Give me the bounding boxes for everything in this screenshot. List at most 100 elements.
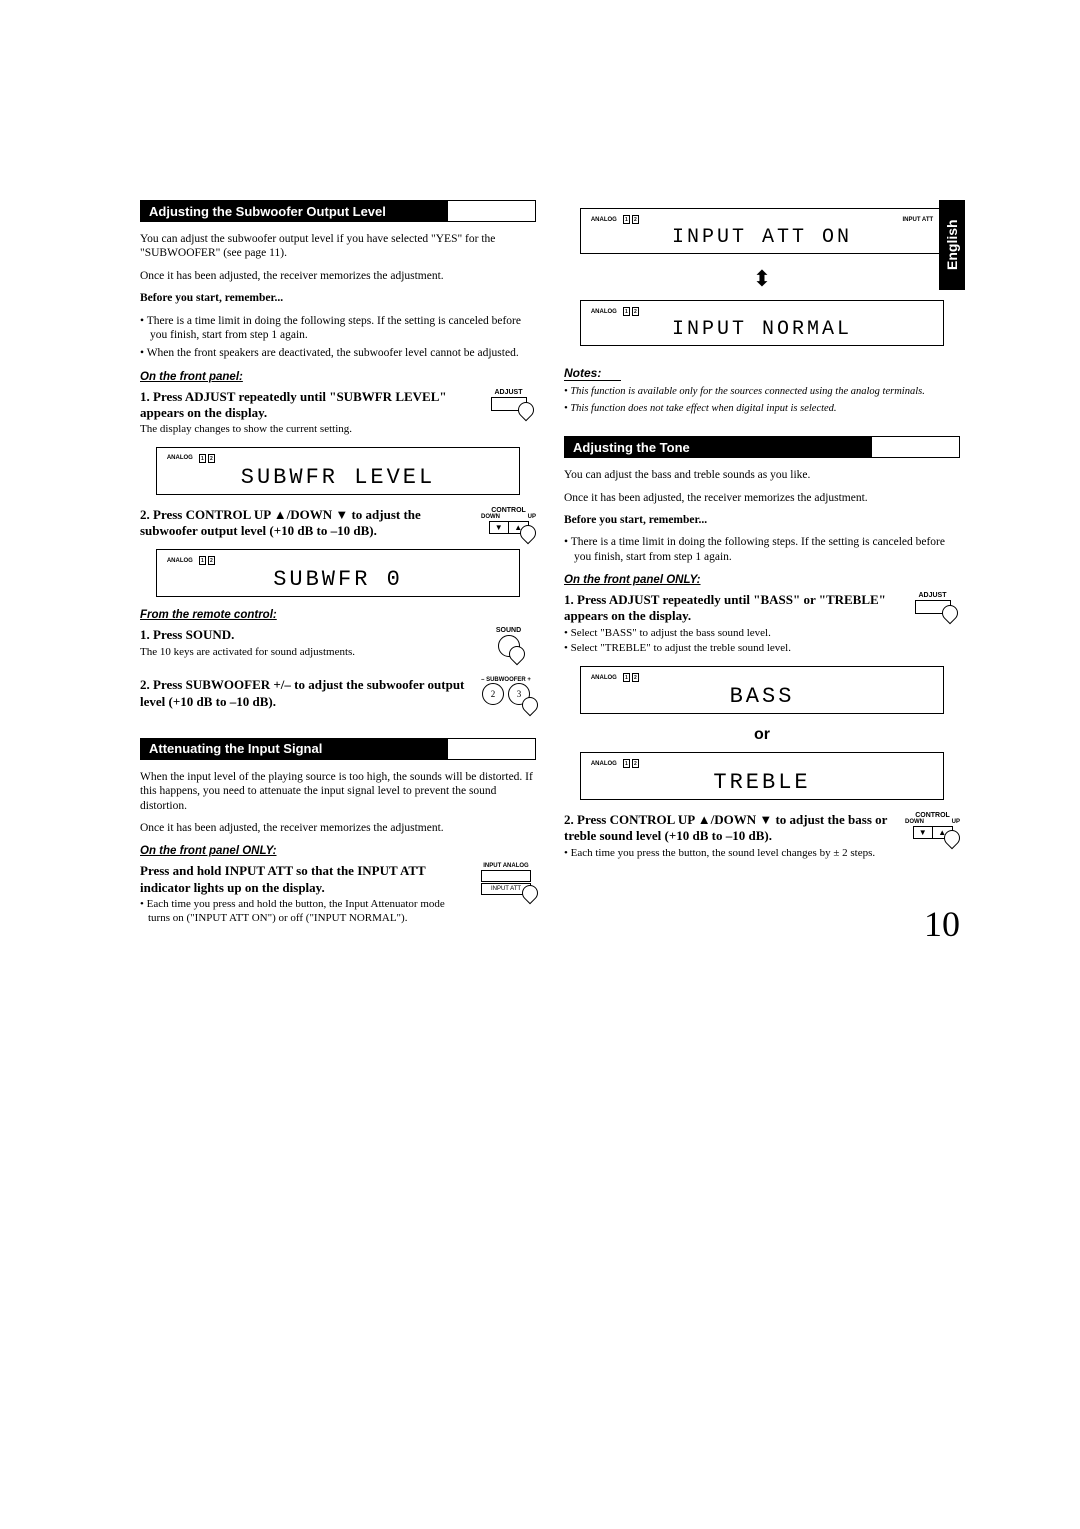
adjust-button-art: ADJUST: [481, 389, 536, 437]
step-row: 1. Press ADJUST repeatedly until "BASS" …: [564, 592, 960, 656]
lcd-text: BASS: [591, 684, 933, 709]
step-bullet: • Select "TREBLE" to adjust the treble s…: [564, 642, 895, 656]
step-text: 2. Press CONTROL UP ▲/DOWN ▼ to adjust t…: [140, 507, 471, 540]
remember-list: • There is a time limit in doing the fol…: [140, 314, 536, 361]
notes-section: Notes: • This function is available only…: [564, 366, 960, 415]
front-panel-only-head: On the front panel ONLY:: [564, 574, 960, 586]
list-item: • When the front speakers are deactivate…: [140, 346, 536, 360]
lcd-display: ANALOG 12 TREBLE: [580, 752, 944, 800]
lcd-display: ANALOG 12 SUBWFR 0: [156, 549, 520, 597]
input-att-icon: INPUT ATT: [481, 883, 531, 895]
step-text: 1. Press SOUND. The 10 keys are activate…: [140, 627, 471, 659]
adjust-button-icon: [915, 600, 951, 614]
step-bullet: • Each time you press the button, the so…: [564, 847, 895, 861]
right-column: ANALOG 12 INPUT ATT INPUT ATT ON ⬍ ANALO…: [564, 200, 960, 935]
lcd-display: ANALOG 12 BASS: [580, 666, 944, 714]
intro-text: Once it has been adjusted, the receiver …: [140, 821, 536, 835]
section-title: Adjusting the Tone: [565, 437, 872, 457]
spk-icons: 12: [199, 556, 215, 565]
page-number: 10: [924, 903, 960, 945]
intro-text: Once it has been adjusted, the receiver …: [140, 269, 536, 283]
step-bullet: • Each time you press and hold the butto…: [140, 898, 466, 926]
page-columns: Adjusting the Subwoofer Output Level You…: [140, 200, 960, 935]
subwoofer-button-art: – SUBWOOFER + 2 3: [476, 677, 536, 710]
adjust-button-art: ADJUST: [905, 592, 960, 656]
control-button-icon: ▼▲: [913, 826, 953, 839]
display-indicators: ANALOG 12: [591, 307, 933, 316]
step-row: 1. Press ADJUST repeatedly until "SUBWFR…: [140, 389, 536, 437]
list-item: • There is a time limit in doing the fol…: [564, 535, 960, 564]
intro-text: When the input level of the playing sour…: [140, 770, 536, 813]
intro-text: Once it has been adjusted, the receiver …: [564, 491, 960, 505]
list-item: • There is a time limit in doing the fol…: [140, 314, 536, 343]
lcd-text: INPUT NORMAL: [591, 318, 933, 341]
control-label: CONTROL: [905, 812, 960, 819]
intro-text: You can adjust the subwoofer output leve…: [140, 232, 536, 261]
section-header: Adjusting the Tone: [564, 436, 960, 458]
updown-arrow-icon: ⬍: [564, 266, 960, 292]
spk-icons: 12: [623, 307, 639, 316]
section-header: Adjusting the Subwoofer Output Level: [140, 200, 536, 222]
adjust-label: ADJUST: [905, 592, 960, 599]
control-label: CONTROL: [481, 507, 536, 514]
spk-icons: 12: [199, 454, 215, 463]
step-text: 2. Press SUBWOOFER +/– to adjust the sub…: [140, 677, 466, 710]
step-sub: The 10 keys are activated for sound adju…: [140, 646, 471, 660]
sound-label: SOUND: [481, 627, 536, 634]
lcd-text: SUBWFR 0: [167, 567, 509, 592]
list-item: • This function does not take effect whe…: [564, 402, 960, 416]
display-indicators: ANALOG 12: [591, 759, 933, 768]
subwoofer-buttons-icon: 2 3: [476, 683, 536, 705]
input-analog-icon: [481, 870, 531, 882]
section-title: Attenuating the Input Signal: [141, 739, 448, 759]
lcd-display: ANALOG 12 SUBWFR LEVEL: [156, 447, 520, 495]
step-row: 2. Press CONTROL UP ▲/DOWN ▼ to adjust t…: [140, 507, 536, 540]
step-row: 2. Press CONTROL UP ▲/DOWN ▼ to adjust t…: [564, 812, 960, 860]
remember-head: Before you start, remember...: [140, 291, 536, 305]
sound-button-art: SOUND: [481, 627, 536, 659]
section-header: Attenuating the Input Signal: [140, 738, 536, 760]
lcd-text: TREBLE: [591, 770, 933, 795]
step-text: 1. Press ADJUST repeatedly until "BASS" …: [564, 592, 895, 656]
lcd-display: ANALOG 12 INPUT ATT INPUT ATT ON: [580, 208, 944, 254]
step-text: Press and hold INPUT ATT so that the INP…: [140, 863, 466, 925]
section-title: Adjusting the Subwoofer Output Level: [141, 201, 448, 221]
or-text: or: [564, 726, 960, 744]
lcd-text: SUBWFR LEVEL: [167, 465, 509, 490]
display-indicators: ANALOG 12 INPUT ATT: [591, 215, 933, 224]
lcd-display: ANALOG 12 INPUT NORMAL: [580, 300, 944, 346]
step-bullet: • Select "BASS" to adjust the bass sound…: [564, 627, 895, 641]
adjust-label: ADJUST: [481, 389, 536, 396]
notes-list: • This function is available only for th…: [564, 385, 960, 415]
spk-icons: 12: [623, 673, 639, 682]
intro-text: You can adjust the bass and treble sound…: [564, 468, 960, 482]
lcd-text: INPUT ATT ON: [591, 226, 933, 249]
adjust-button-icon: [491, 397, 527, 411]
control-button-art: CONTROL DOWNUP ▼▲: [905, 812, 960, 860]
notes-head: Notes:: [564, 366, 621, 381]
remember-head: Before you start, remember...: [564, 513, 960, 527]
step-text: 2. Press CONTROL UP ▲/DOWN ▼ to adjust t…: [564, 812, 895, 860]
step-text: 1. Press ADJUST repeatedly until "SUBWFR…: [140, 389, 471, 437]
control-button-art: CONTROL DOWNUP ▼▲: [481, 507, 536, 540]
step-row: 2. Press SUBWOOFER +/– to adjust the sub…: [140, 677, 536, 710]
step-sub: The display changes to show the current …: [140, 423, 471, 437]
front-panel-only-head: On the front panel ONLY:: [140, 845, 536, 857]
display-indicators: ANALOG 12: [167, 454, 509, 463]
display-indicators: ANALOG 12: [167, 556, 509, 565]
input-analog-label: INPUT ANALOG: [480, 863, 532, 869]
control-button-icon: ▼▲: [489, 521, 529, 534]
list-item: • This function is available only for th…: [564, 385, 960, 399]
input-att-button-art: INPUT ANALOG INPUT ATT: [476, 863, 536, 925]
spk-icons: 12: [623, 215, 639, 224]
sound-button-icon: [498, 635, 520, 657]
language-tab: English: [939, 200, 965, 290]
left-column: Adjusting the Subwoofer Output Level You…: [140, 200, 536, 935]
display-indicators: ANALOG 12: [591, 673, 933, 682]
front-panel-head: On the front panel:: [140, 371, 536, 383]
step-row: Press and hold INPUT ATT so that the INP…: [140, 863, 536, 925]
spk-icons: 12: [623, 759, 639, 768]
remember-list: • There is a time limit in doing the fol…: [564, 535, 960, 564]
remote-head: From the remote control:: [140, 609, 536, 621]
step-row: 1. Press SOUND. The 10 keys are activate…: [140, 627, 536, 659]
